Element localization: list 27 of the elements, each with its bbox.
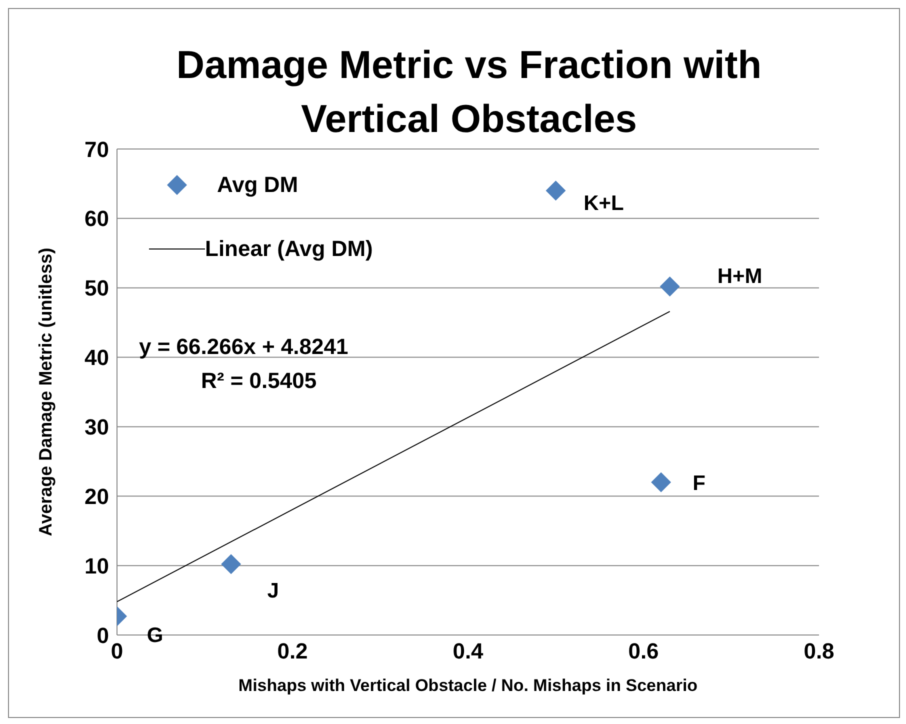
annotation: G xyxy=(146,624,164,647)
x-axis-title: Mishaps with Vertical Obstacle / No. Mishaps in Scenario xyxy=(238,676,698,695)
annotation: H+M xyxy=(717,265,762,288)
point xyxy=(546,180,566,201)
y-tick-label: 70 xyxy=(84,136,109,162)
y-tick-label: 0 xyxy=(96,622,109,648)
legend-label: Avg DM xyxy=(217,172,298,198)
x-tick-label: 0.6 xyxy=(628,638,659,664)
annotation: K+L xyxy=(584,192,624,216)
chart-title: Damage Metric vs Fraction with Vertical Obstacles xyxy=(175,43,763,143)
x-tick-label: 0.8 xyxy=(804,638,834,664)
y-axis-title: Average Damage Metric (unitless) xyxy=(35,248,56,536)
x-tick-label: 0.2 xyxy=(277,638,308,664)
x-tick-label: 0.4 xyxy=(452,638,484,664)
annotation: F xyxy=(692,472,706,495)
y-tick-label: 40 xyxy=(84,345,109,370)
y-tick-label: 60 xyxy=(84,206,109,232)
point xyxy=(660,276,680,296)
annotation: J xyxy=(267,580,279,603)
point xyxy=(651,472,672,492)
annotation: y = 66.266x + 4.8241 xyxy=(139,334,348,359)
legend-label: Linear (Avg DM) xyxy=(205,236,373,262)
annotation: R² = 0.5405 xyxy=(201,368,317,393)
y-tick-label: 10 xyxy=(84,553,109,578)
y-tick-label: 50 xyxy=(84,276,109,301)
y-tick-label: 30 xyxy=(84,414,109,440)
y-tick-label: 20 xyxy=(84,484,109,509)
